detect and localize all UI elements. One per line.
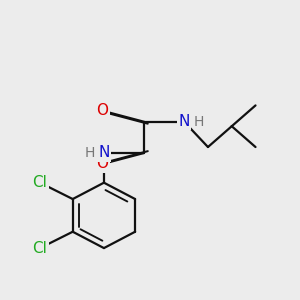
Text: N: N bbox=[178, 114, 190, 129]
Text: N: N bbox=[178, 114, 190, 129]
Text: Cl: Cl bbox=[33, 175, 47, 190]
Text: Cl: Cl bbox=[33, 241, 47, 256]
Text: H: H bbox=[193, 115, 204, 129]
Text: O: O bbox=[96, 103, 108, 118]
Text: H: H bbox=[85, 146, 95, 160]
Text: O: O bbox=[96, 157, 108, 172]
Text: N: N bbox=[98, 146, 110, 160]
Text: N: N bbox=[98, 146, 110, 160]
